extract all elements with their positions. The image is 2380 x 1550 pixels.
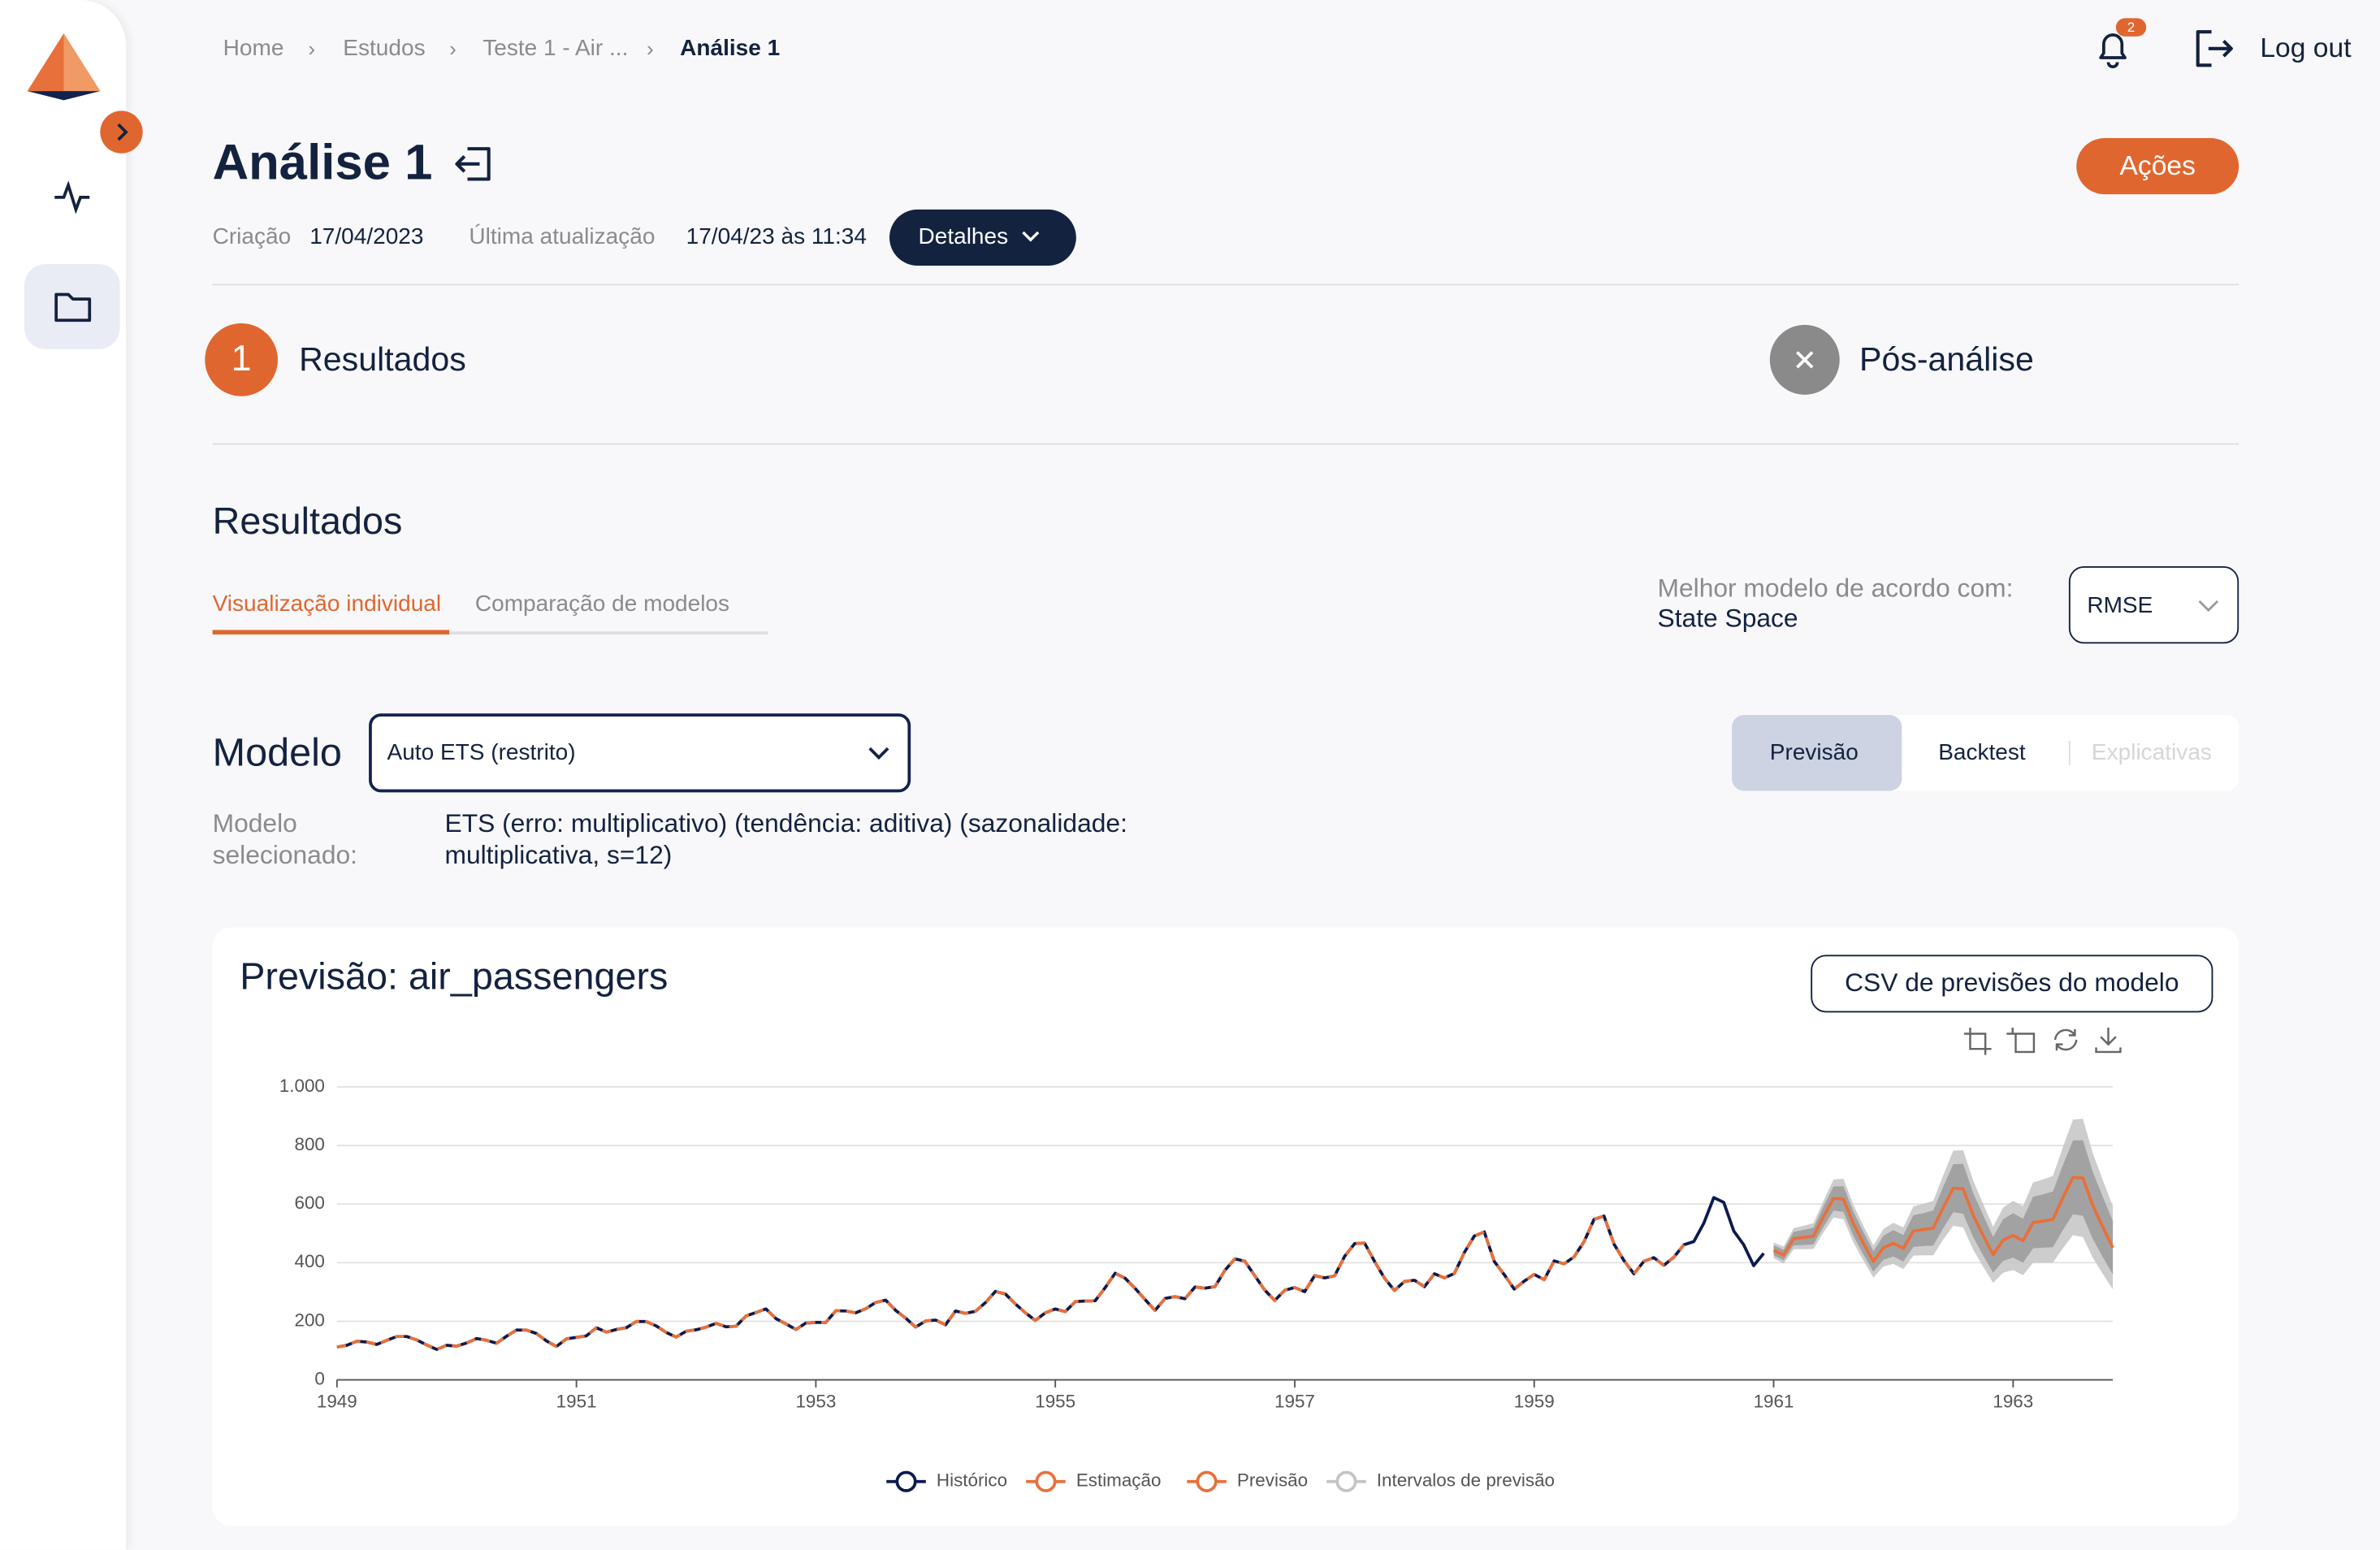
chart-card: Previsão: air_passengers CSV de previsõe…	[212, 927, 2239, 1526]
details-label: Detalhes	[918, 223, 1009, 250]
x-tick-label: 1957	[1274, 1392, 1315, 1412]
breadcrumb-separator: ›	[449, 36, 457, 61]
folder-nav[interactable]	[24, 264, 120, 349]
model-description: ETS (erro: multiplicativo) (tendência: a…	[444, 808, 1127, 870]
legend-marker	[1035, 1470, 1057, 1492]
y-tick-label: 400	[294, 1251, 324, 1271]
page-title: Análise 1	[212, 133, 433, 190]
x-tick-label: 1963	[1993, 1392, 2033, 1412]
step-closed[interactable]	[1769, 324, 1840, 395]
model-desc-label: Modelo selecionado:	[212, 808, 357, 870]
step-number[interactable]: 1	[205, 323, 278, 396]
logout[interactable]: Log out	[2260, 32, 2352, 63]
logo	[27, 33, 101, 101]
view-option[interactable]: Backtest	[1938, 739, 2026, 766]
breadcrumb-current: Análise 1	[680, 35, 781, 62]
x-tick-label: 1953	[795, 1392, 836, 1412]
csv-button[interactable]: CSV de previsões do modelo	[1811, 955, 2213, 1013]
tab-active[interactable]: Visualização individual	[212, 591, 442, 617]
legend-label: Estimação	[1076, 1470, 1162, 1491]
bell-icon[interactable]	[2093, 28, 2133, 70]
actions-button[interactable]: Ações	[2076, 138, 2239, 195]
tab[interactable]: Comparação de modelos	[474, 591, 730, 617]
y-tick-label: 800	[294, 1134, 324, 1154]
updated-date: 17/04/23 às 11:34	[686, 223, 867, 250]
legend-marker	[1196, 1470, 1218, 1492]
divider	[212, 443, 2239, 445]
model-label: Modelo	[212, 729, 342, 775]
legend-label: Histórico	[937, 1470, 1007, 1491]
view-toggle: Previsão Backtest Explicativas	[1732, 715, 2239, 791]
x-tick-label: 1961	[1754, 1392, 1794, 1412]
metric-select[interactable]: RMSE	[2068, 565, 2239, 644]
analysis-icon[interactable]	[52, 176, 94, 219]
series-line	[336, 1214, 1685, 1351]
breadcrumb[interactable]: Home	[223, 35, 284, 62]
section-title: Resultados	[212, 500, 403, 543]
step-label[interactable]: Resultados	[299, 340, 466, 379]
legend-label: Intervalos de previsão	[1377, 1470, 1555, 1491]
x-tick-label: 1955	[1035, 1392, 1075, 1412]
notification-badge: 2	[2115, 18, 2147, 37]
chart: 0 200 400 600 800 1.000 1949 1951 1953 1955 1957 19…	[279, 1076, 2114, 1492]
view-option-disabled: Explicativas	[2091, 739, 2212, 766]
tab-indicator	[212, 630, 450, 635]
exit-icon[interactable]	[452, 145, 495, 184]
best-model: State Space	[1657, 604, 1798, 634]
legend-label: Previsão	[1237, 1470, 1308, 1491]
breadcrumb-separator: ›	[308, 36, 316, 61]
chart-toolbar[interactable]	[1961, 1024, 2128, 1055]
logout-icon[interactable]	[2193, 28, 2235, 70]
tab-rail	[212, 631, 768, 635]
created-date: 17/04/2023	[309, 223, 424, 250]
metric-value: RMSE	[2087, 592, 2153, 619]
series-line	[1772, 1175, 2114, 1263]
details-button[interactable]: Detalhes	[889, 209, 1076, 266]
x-tick-label: 1951	[556, 1392, 597, 1412]
legend-marker	[1335, 1470, 1357, 1492]
view-active-bg	[1732, 715, 1902, 791]
sidebar-toggle[interactable]	[100, 110, 143, 154]
legend-marker	[895, 1470, 917, 1492]
step-label[interactable]: Pós-análise	[1859, 340, 2034, 379]
x-tick-label: 1959	[1514, 1392, 1555, 1412]
updated-label: Última atualização	[469, 223, 656, 250]
y-tick-label: 1.000	[279, 1076, 325, 1096]
model-selected: Auto ETS (restrito)	[387, 739, 576, 766]
best-model-label: Melhor modelo de acordo com:	[1657, 574, 2014, 603]
view-option[interactable]: Previsão	[1769, 739, 1859, 766]
y-tick-label: 200	[294, 1310, 324, 1330]
chart-title: Previsão: air_passengers	[240, 955, 669, 998]
created-label: Criação	[212, 223, 292, 250]
y-tick-label: 0	[314, 1368, 324, 1388]
y-tick-label: 600	[294, 1193, 324, 1213]
model-select[interactable]: Auto ETS (restrito)	[369, 713, 911, 793]
series-line	[336, 1196, 1765, 1351]
breadcrumb[interactable]: Estudos	[343, 35, 426, 62]
x-tick-label: 1949	[317, 1392, 357, 1412]
sidebar	[0, 0, 127, 1550]
breadcrumb-separator: ›	[647, 36, 654, 61]
breadcrumb[interactable]: Teste 1 - Air ...	[482, 35, 629, 62]
divider	[212, 284, 2239, 286]
view-divider	[2068, 740, 2071, 765]
